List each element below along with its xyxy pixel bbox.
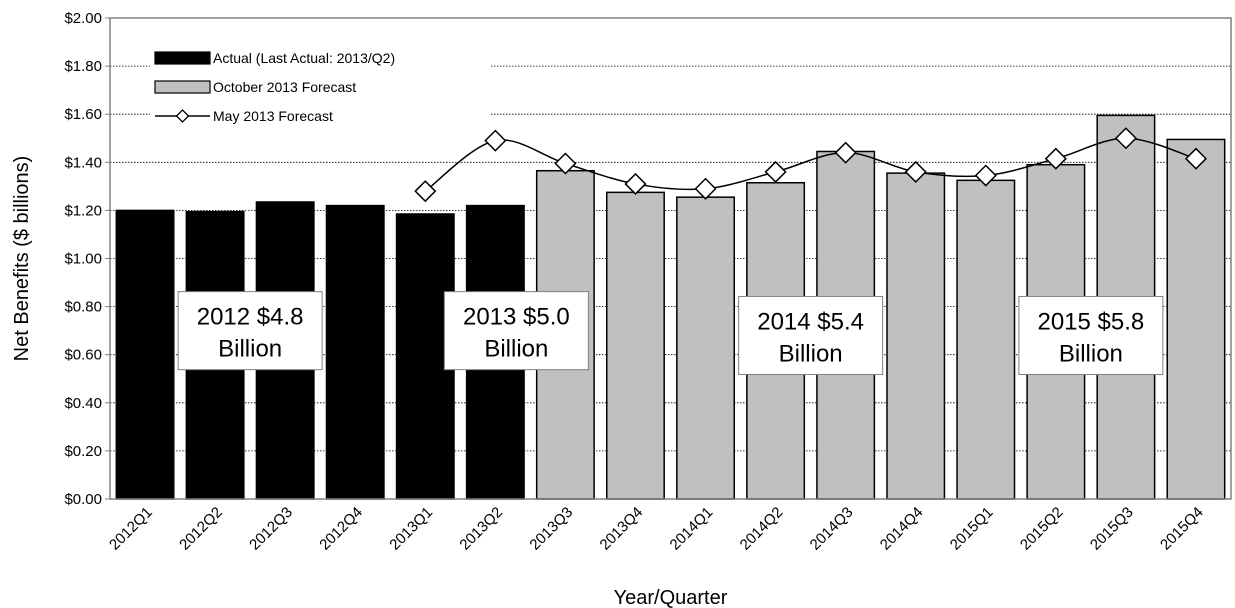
x-tick-label: 2014Q1 bbox=[667, 504, 717, 554]
annotations: 2012 $4.8 Billion 2013 $5.0 Billion 2014 $5.… bbox=[177, 291, 1164, 375]
y-tick-label: $1.40 bbox=[64, 154, 102, 171]
diamond-marker bbox=[904, 160, 927, 183]
legend: Actual (Last Actual: 2013/Q2) October 201… bbox=[150, 41, 490, 128]
x-tick-label: 2013Q4 bbox=[597, 504, 647, 554]
annotation-line1: 2014 $5.4 bbox=[757, 308, 864, 335]
x-tick-label: 2013Q1 bbox=[386, 504, 436, 554]
legend-label: May 2013 Forecast bbox=[213, 108, 333, 124]
x-tick-label: 2012Q4 bbox=[316, 504, 366, 554]
x-axis-title: Year/Quarter bbox=[614, 587, 728, 608]
x-tick-label: 2015Q1 bbox=[947, 504, 997, 554]
bar bbox=[956, 179, 1016, 500]
diamond-marker bbox=[1044, 147, 1067, 170]
diamond-marker bbox=[694, 177, 717, 200]
bar bbox=[115, 209, 175, 500]
bars bbox=[115, 114, 1226, 500]
diamond-marker bbox=[974, 164, 997, 187]
annotation-box bbox=[738, 295, 884, 375]
diamond-marker bbox=[554, 152, 577, 175]
annotation-box bbox=[443, 291, 589, 371]
annotation-box bbox=[177, 291, 323, 371]
y-tick-label: $0.20 bbox=[64, 443, 102, 460]
x-tick-label: 2015Q4 bbox=[1157, 504, 1207, 554]
annotation-line1: 2013 $5.0 bbox=[463, 304, 570, 331]
bar bbox=[886, 172, 946, 500]
diamond-marker bbox=[414, 180, 437, 203]
y-tick-label: $1.20 bbox=[64, 202, 102, 219]
y-tick-label: $1.80 bbox=[64, 58, 102, 75]
annotation-line2: Billion bbox=[218, 336, 282, 363]
diamond-marker bbox=[624, 172, 647, 196]
x-tick-label: 2015Q3 bbox=[1087, 504, 1137, 554]
y-tick-label: $0.40 bbox=[64, 395, 102, 412]
forecast-line bbox=[414, 127, 1208, 203]
x-tick-label: 2013Q2 bbox=[456, 504, 506, 554]
bar bbox=[676, 196, 736, 500]
annotation-box bbox=[1018, 295, 1164, 375]
legend-diamond-icon bbox=[175, 109, 190, 123]
diamond-marker bbox=[1184, 147, 1208, 170]
y-axis-ticks: $0.00 $0.20 $0.40 $0.60 $0.80 $1.00 $1.20 $1.40… bbox=[64, 10, 110, 508]
y-axis-title: Net Benefits ($ billions) bbox=[11, 156, 33, 362]
x-tick-label: 2014Q4 bbox=[877, 504, 927, 554]
annotation-line2: Billion bbox=[1059, 340, 1123, 367]
legend-swatch bbox=[154, 80, 211, 94]
y-tick-label: $2.00 bbox=[64, 10, 102, 27]
x-tick-label: 2012Q1 bbox=[106, 504, 156, 554]
x-tick-label: 2015Q2 bbox=[1017, 504, 1067, 554]
annotation-line1: 2012 $4.8 bbox=[197, 304, 304, 331]
annotation-line2: Billion bbox=[779, 340, 843, 367]
y-tick-label: $0.60 bbox=[64, 347, 102, 364]
y-tick-label: $0.80 bbox=[64, 299, 102, 316]
x-tick-label: 2013Q3 bbox=[526, 504, 576, 554]
diamond-marker bbox=[764, 160, 787, 183]
legend-label: October 2013 Forecast bbox=[213, 79, 356, 95]
x-axis-ticks: 2012Q1 2012Q2 2012Q3 2012Q4 2013Q1 2013Q2 2013… bbox=[106, 504, 1207, 554]
diamond-marker bbox=[484, 129, 507, 152]
x-tick-label: 2012Q2 bbox=[176, 504, 226, 554]
y-tick-label: $1.00 bbox=[64, 251, 102, 268]
diamond-marker bbox=[834, 141, 857, 164]
y-tick-label: $1.60 bbox=[64, 106, 102, 123]
legend-swatch bbox=[154, 51, 211, 65]
bar bbox=[1166, 138, 1226, 500]
bar bbox=[605, 191, 665, 500]
y-tick-label: $0.00 bbox=[64, 491, 102, 508]
diamond-marker bbox=[1114, 127, 1137, 150]
annotation-line1: 2015 $5.8 bbox=[1037, 308, 1144, 335]
bar bbox=[325, 204, 385, 500]
x-tick-label: 2012Q3 bbox=[246, 504, 296, 554]
x-tick-label: 2014Q3 bbox=[807, 504, 857, 554]
x-tick-label: 2014Q2 bbox=[737, 504, 787, 554]
annotation-line2: Billion bbox=[484, 336, 548, 363]
legend-label: Actual (Last Actual: 2013/Q2) bbox=[213, 50, 395, 66]
